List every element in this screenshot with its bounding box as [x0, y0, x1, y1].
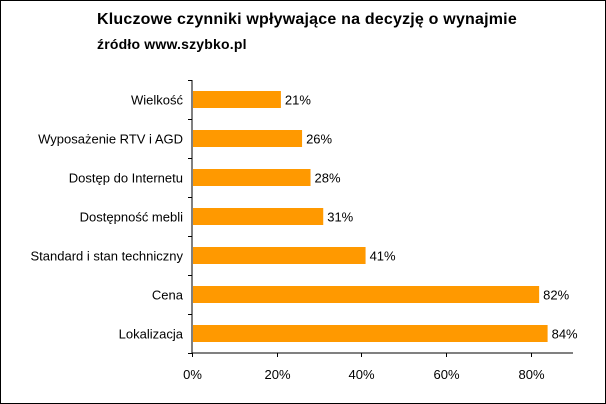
bar [193, 169, 311, 186]
x-tick-label: 60% [433, 367, 459, 382]
data-label: 26% [306, 132, 332, 147]
data-label: 21% [285, 93, 311, 108]
chart-subtitle: źródło www.szybko.pl [97, 36, 247, 52]
x-tick-label: 40% [348, 367, 374, 382]
bar [193, 208, 324, 225]
category-label: Lokalizacja [119, 327, 184, 342]
data-label: 41% [370, 249, 396, 264]
x-tick-label: 0% [183, 367, 202, 382]
bar [193, 247, 366, 264]
bar [193, 130, 303, 147]
category-label: Wyposażenie RTV i AGD [38, 132, 183, 147]
data-label: 84% [552, 327, 578, 342]
bar [193, 91, 281, 108]
bar [193, 286, 540, 303]
category-label: Dostępność mebli [80, 210, 183, 225]
category-label: Cena [152, 288, 184, 303]
bar [193, 325, 548, 342]
data-label: 31% [327, 210, 353, 225]
x-tick-label: 80% [518, 367, 544, 382]
category-label: Wielkość [131, 93, 184, 108]
chart-title: Kluczowe czynniki wpływające na decyzję … [97, 11, 517, 28]
data-label: 28% [315, 171, 341, 186]
category-label: Dostęp do Internetu [69, 171, 183, 186]
x-tick-label: 20% [264, 367, 290, 382]
data-label: 82% [543, 288, 569, 303]
category-label: Standard i stan techniczny [31, 249, 184, 264]
